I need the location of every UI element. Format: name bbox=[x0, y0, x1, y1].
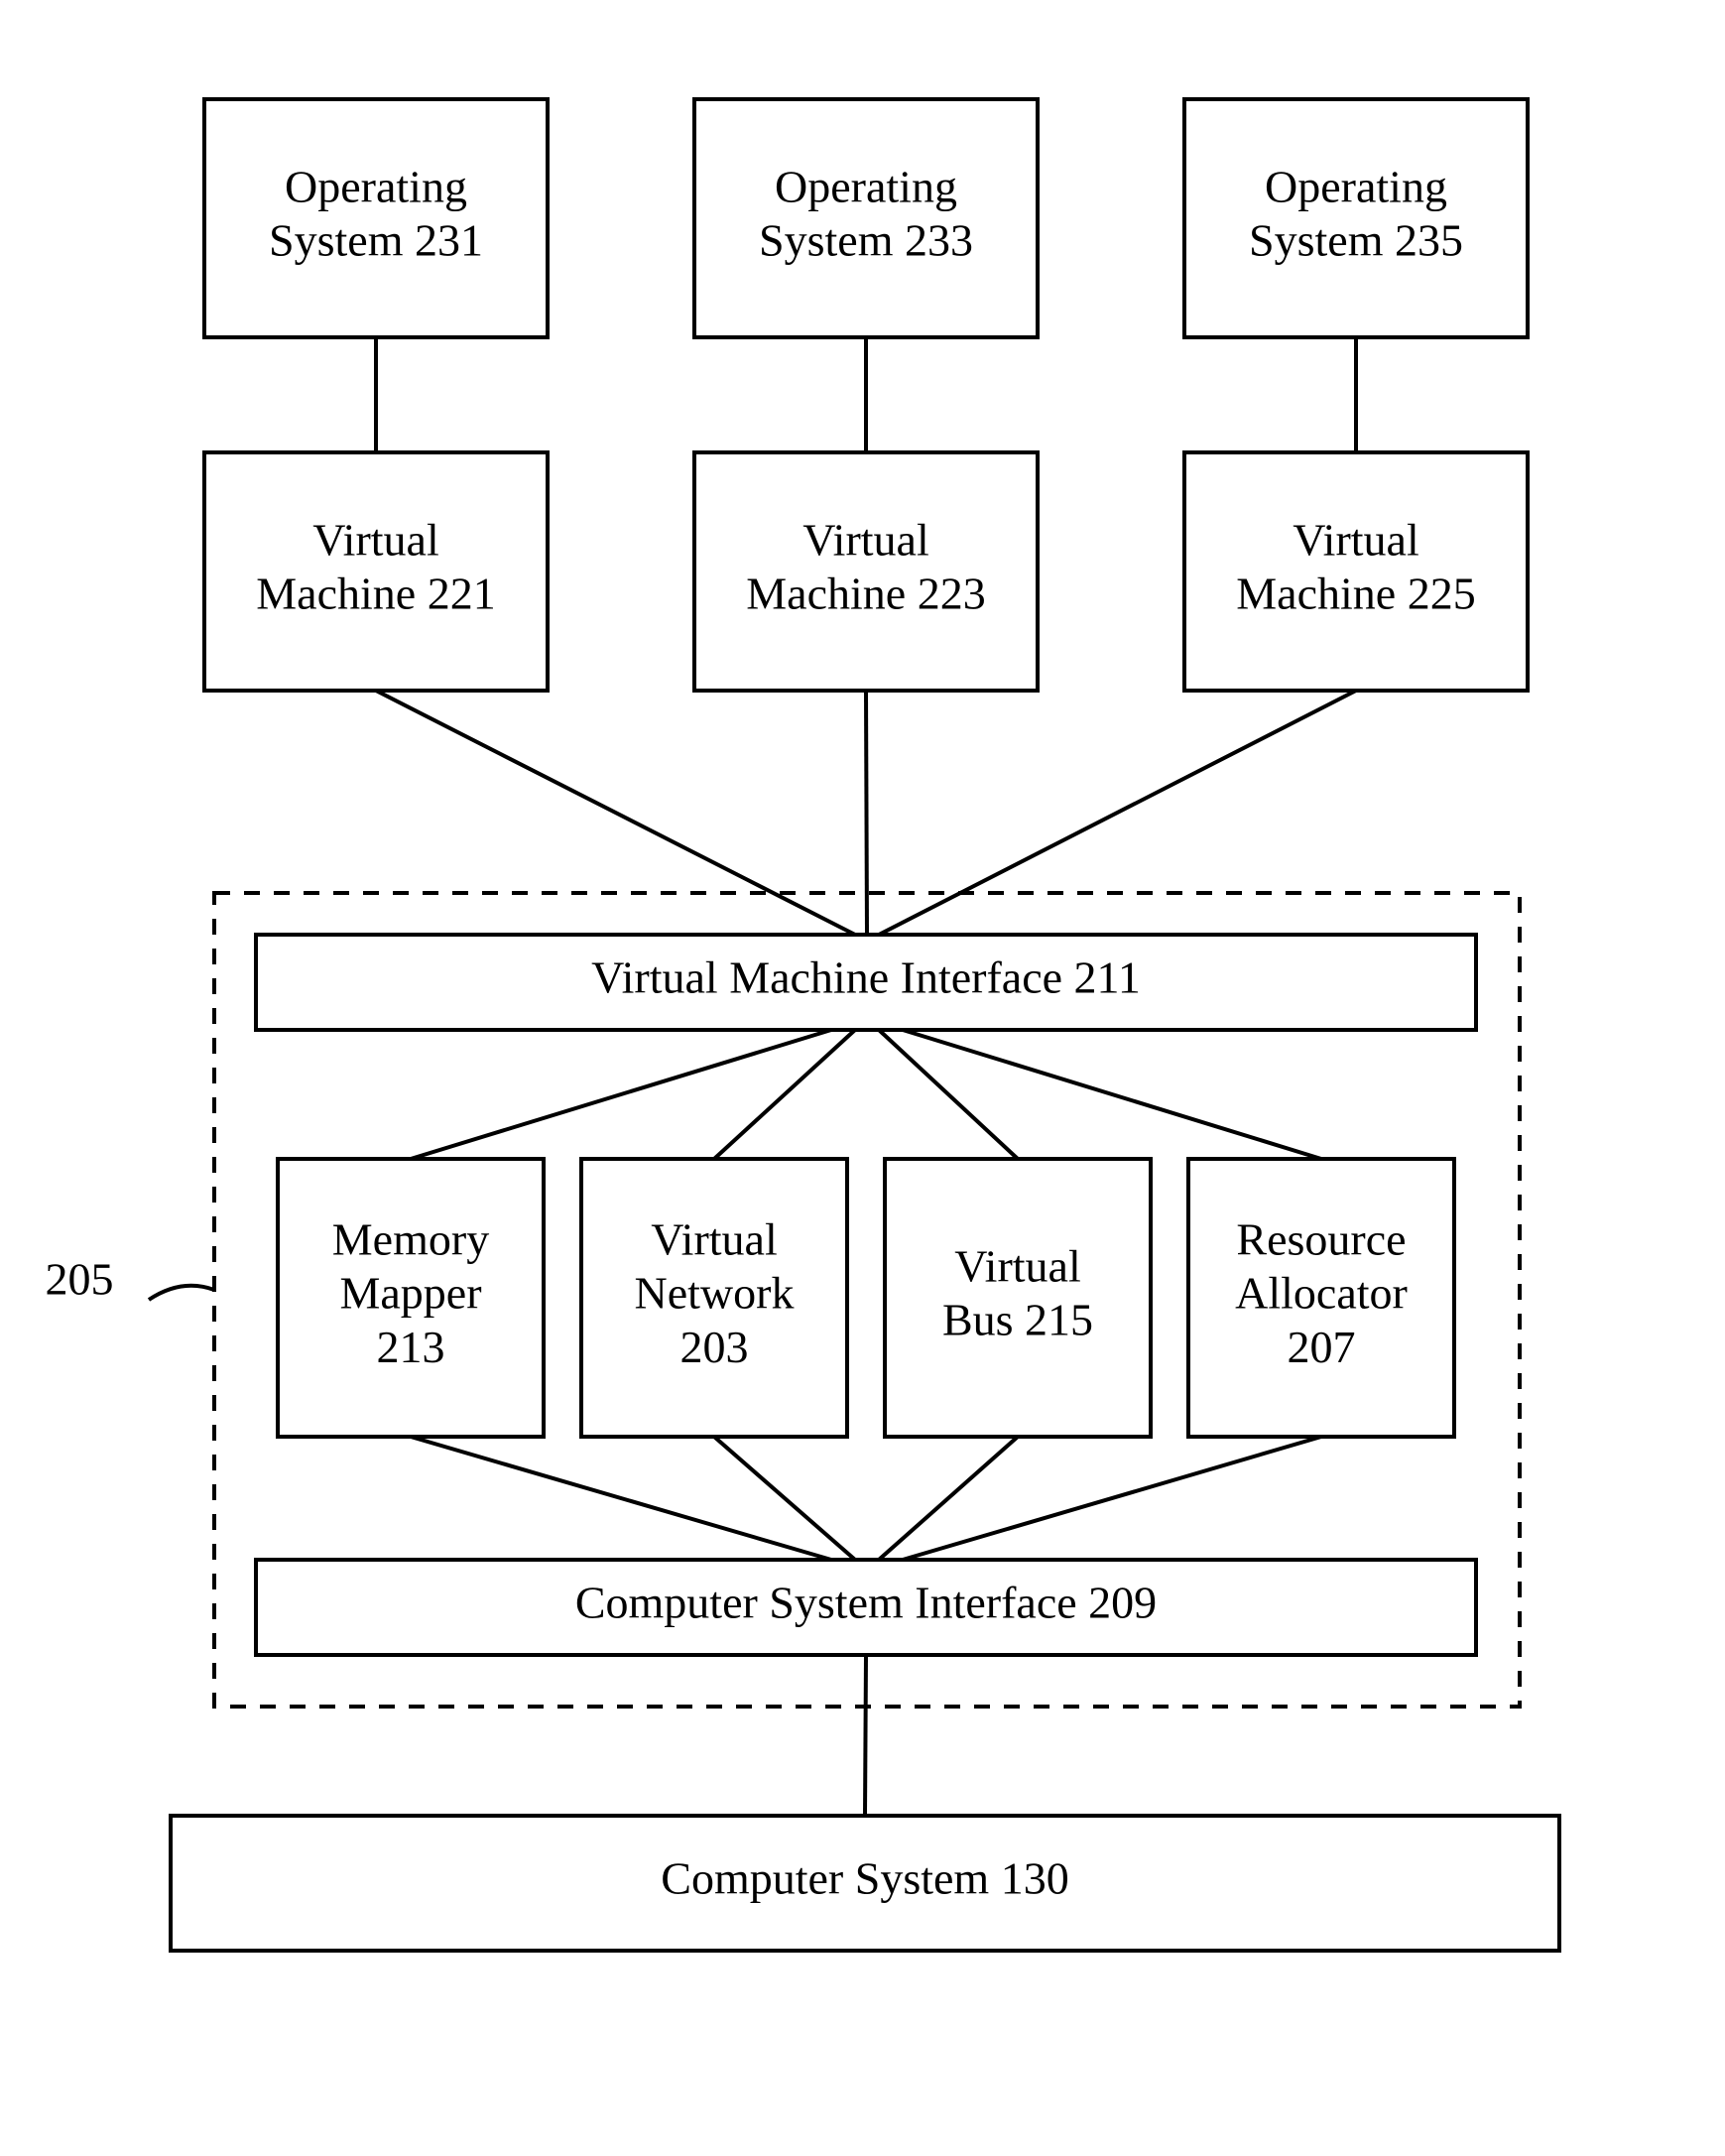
node-vmi211: Virtual Machine Interface 211 bbox=[256, 935, 1476, 1030]
node-label: Virtual bbox=[651, 1213, 778, 1264]
vm-architecture-diagram: OperatingSystem 231OperatingSystem 233Op… bbox=[0, 0, 1725, 2156]
node-label: 207 bbox=[1288, 1322, 1356, 1372]
node-cs130: Computer System 130 bbox=[171, 1816, 1559, 1951]
node-label: Virtual bbox=[954, 1240, 1081, 1291]
reference-lead bbox=[149, 1286, 214, 1300]
node-vn203: VirtualNetwork203 bbox=[581, 1159, 847, 1437]
connector bbox=[903, 1030, 1321, 1159]
node-label: Machine 221 bbox=[256, 569, 495, 619]
connector bbox=[411, 1437, 831, 1560]
connector bbox=[866, 691, 867, 935]
connector bbox=[903, 1437, 1321, 1560]
node-label: 203 bbox=[680, 1322, 749, 1372]
connector bbox=[879, 1437, 1018, 1560]
connector bbox=[879, 1030, 1018, 1159]
node-vb215: VirtualBus 215 bbox=[885, 1159, 1151, 1437]
node-label: Operating bbox=[775, 161, 957, 211]
node-os235: OperatingSystem 235 bbox=[1184, 99, 1528, 337]
node-os233: OperatingSystem 233 bbox=[694, 99, 1038, 337]
node-label: Operating bbox=[1265, 161, 1447, 211]
connector bbox=[879, 691, 1356, 935]
node-label: Machine 223 bbox=[746, 569, 985, 619]
node-os231: OperatingSystem 231 bbox=[204, 99, 548, 337]
node-label: System 233 bbox=[759, 215, 973, 266]
node-label: Memory bbox=[332, 1213, 489, 1264]
node-mm213: MemoryMapper213 bbox=[278, 1159, 544, 1437]
connector bbox=[411, 1030, 831, 1159]
node-label: Virtual bbox=[312, 514, 439, 565]
node-label: Operating bbox=[285, 161, 467, 211]
connector bbox=[714, 1030, 855, 1159]
connector bbox=[714, 1437, 855, 1560]
node-label: Allocator bbox=[1235, 1268, 1408, 1319]
node-label: Bus 215 bbox=[942, 1295, 1093, 1345]
node-label: Computer System Interface 209 bbox=[575, 1578, 1157, 1628]
connector bbox=[376, 691, 855, 935]
connector bbox=[865, 1655, 866, 1816]
node-vm225: VirtualMachine 225 bbox=[1184, 452, 1528, 691]
node-vm221: VirtualMachine 221 bbox=[204, 452, 548, 691]
node-label: System 235 bbox=[1249, 215, 1463, 266]
node-csi209: Computer System Interface 209 bbox=[256, 1560, 1476, 1655]
node-label: Mapper bbox=[339, 1268, 481, 1319]
node-label: System 231 bbox=[269, 215, 483, 266]
reference-label: 205 bbox=[46, 1254, 114, 1305]
node-label: Virtual bbox=[1293, 514, 1419, 565]
node-label: Machine 225 bbox=[1236, 569, 1475, 619]
node-label: 213 bbox=[377, 1322, 445, 1372]
node-label: Resource bbox=[1236, 1213, 1406, 1264]
node-label: Virtual Machine Interface 211 bbox=[591, 952, 1141, 1003]
node-ra207: ResourceAllocator207 bbox=[1188, 1159, 1454, 1437]
node-label: Virtual bbox=[802, 514, 929, 565]
node-label: Computer System 130 bbox=[661, 1853, 1068, 1904]
node-vm223: VirtualMachine 223 bbox=[694, 452, 1038, 691]
node-label: Network bbox=[635, 1268, 795, 1319]
